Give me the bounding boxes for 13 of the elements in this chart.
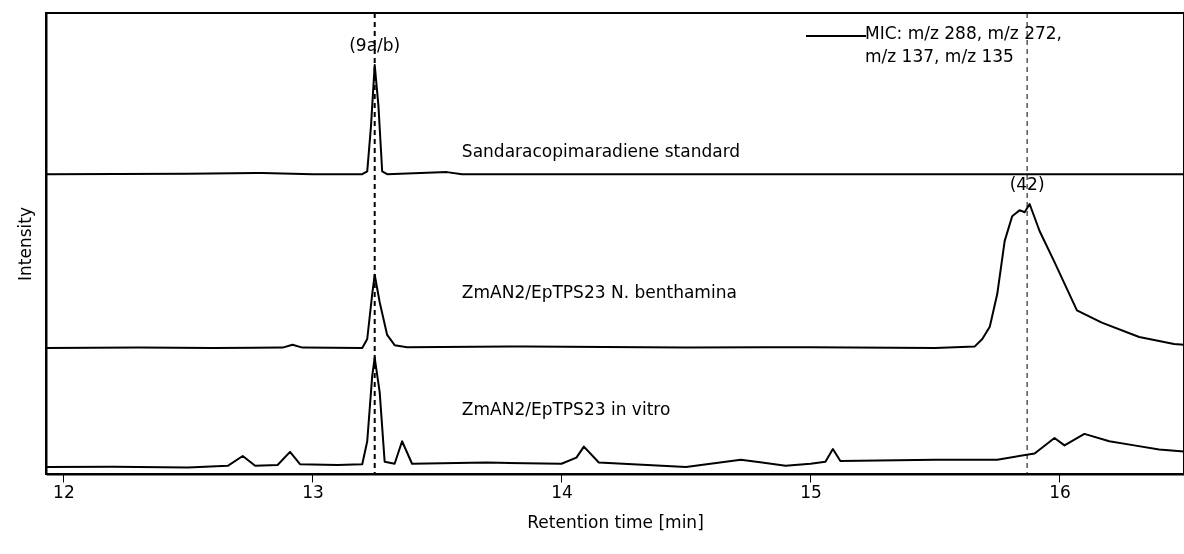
x-axis-title: Retention time [min] bbox=[527, 511, 704, 532]
annotation: (9a/b) bbox=[349, 34, 401, 55]
annotation: (42) bbox=[1009, 174, 1045, 195]
x-tick-label: 12 bbox=[53, 481, 75, 502]
series-label: Sandaracopimaradiene standard bbox=[461, 140, 741, 161]
x-tick-label: 15 bbox=[800, 481, 822, 502]
x-tick-label: 16 bbox=[1049, 481, 1071, 502]
y-axis-title: Intensity bbox=[14, 207, 35, 281]
x-tick-label: 13 bbox=[302, 481, 324, 502]
text: ZmAN2/EpTPS23 in vitro bbox=[461, 398, 671, 419]
x-tick-label: 14 bbox=[551, 481, 573, 502]
annotation: MIC: m/z 288, m/z 272, m/z 137, m/z 135 bbox=[865, 22, 1064, 68]
text: ZmAN2/EpTPS23 N. benthamina bbox=[461, 281, 737, 302]
